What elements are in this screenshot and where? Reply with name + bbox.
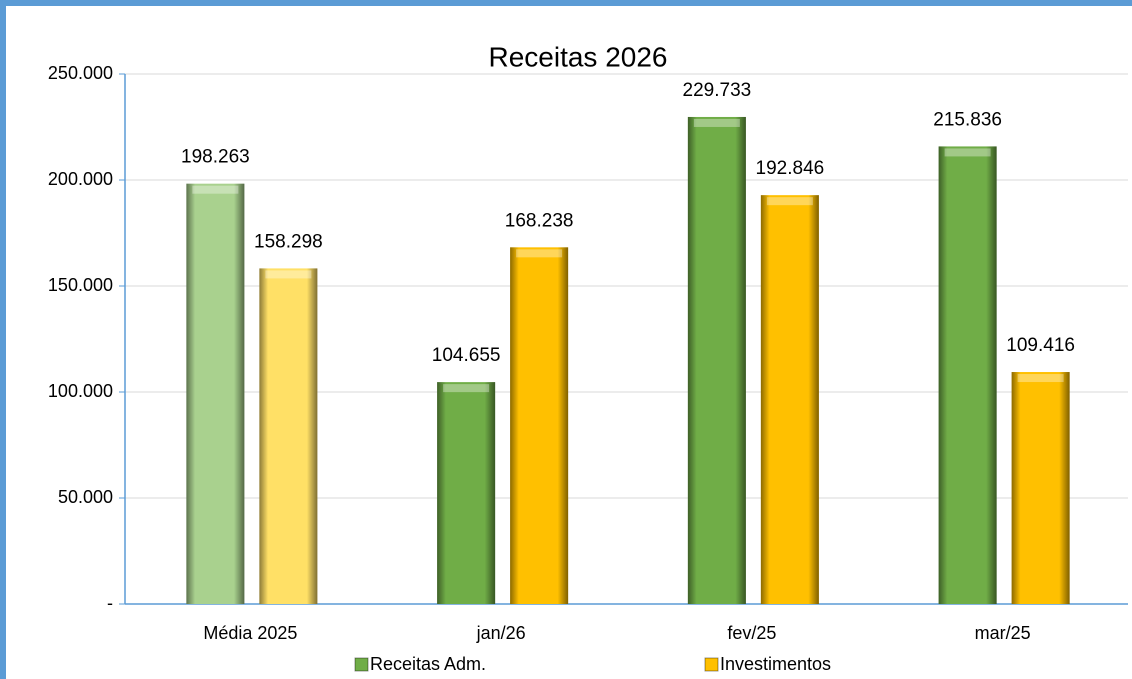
data-label: 168.238	[505, 210, 574, 231]
y-tick-label: 200.000	[48, 169, 113, 189]
y-tick-label: 250.000	[48, 63, 113, 83]
bar-cap	[944, 148, 991, 157]
bar	[1011, 372, 1070, 604]
bar-shade	[760, 195, 819, 604]
bar	[687, 116, 746, 605]
bar-shade	[687, 116, 746, 605]
x-tick-label: fev/25	[727, 623, 776, 643]
bar	[510, 247, 569, 604]
bar	[186, 183, 245, 604]
y-tick-label: 50.000	[58, 487, 113, 507]
bar-shade	[437, 382, 496, 604]
y-tick-label: -	[107, 593, 113, 613]
bar-shade	[259, 268, 318, 604]
bar	[437, 382, 496, 604]
chart-title: Receitas 2026	[488, 41, 667, 72]
bar-cap	[1017, 374, 1064, 383]
bar	[938, 146, 997, 604]
bar-shade	[510, 247, 569, 604]
data-label: 192.846	[756, 158, 825, 179]
y-tick-label: 150.000	[48, 275, 113, 295]
legend-label: Investimentos	[720, 654, 831, 674]
bar-cap	[693, 118, 740, 127]
data-label: 198.263	[181, 147, 250, 168]
bar	[259, 268, 318, 604]
x-tick-label: Média 2025	[203, 623, 297, 643]
x-tick-label: mar/25	[975, 623, 1031, 643]
data-label: 215.836	[933, 109, 1002, 130]
legend-swatch	[704, 657, 719, 672]
data-label: 104.655	[432, 345, 501, 366]
legend-label: Receitas Adm.	[370, 654, 486, 674]
y-tick-label: 100.000	[48, 381, 113, 401]
legend-swatch	[354, 657, 369, 672]
bar-cap	[443, 384, 490, 393]
bar-cap	[516, 249, 563, 258]
data-label: 229.733	[683, 80, 752, 101]
data-label: 158.298	[254, 231, 323, 252]
x-tick-label: jan/26	[476, 623, 526, 643]
data-label: 109.416	[1006, 335, 1075, 356]
bar-shade	[186, 183, 245, 604]
bar	[760, 195, 819, 604]
bar-cap	[265, 270, 312, 279]
bar-cap	[766, 197, 813, 206]
bar-shade	[1011, 372, 1070, 604]
bar-cap	[192, 185, 239, 194]
bar-shade	[938, 146, 997, 604]
